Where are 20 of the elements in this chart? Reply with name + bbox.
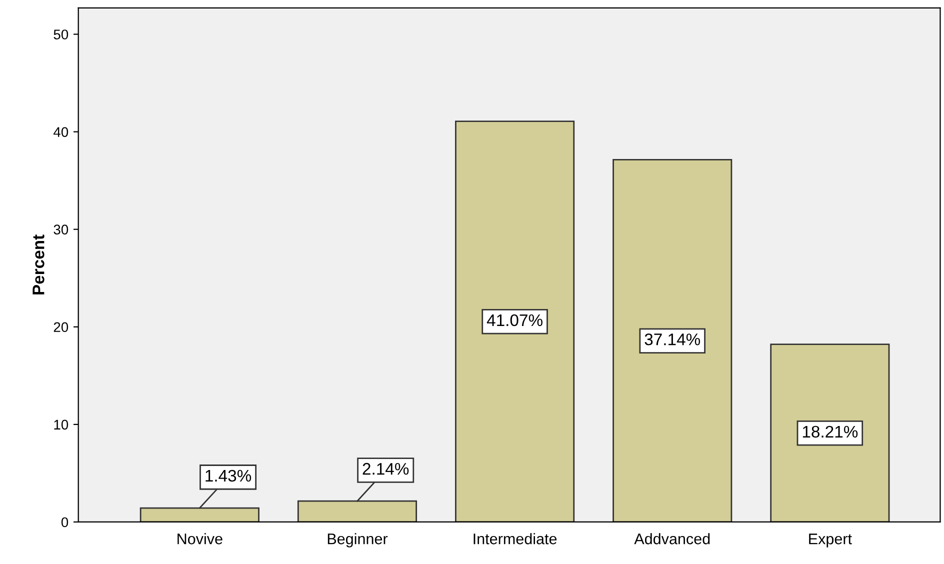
data-label: 41.07% <box>486 314 542 326</box>
data-label: 1.43% <box>206 470 252 482</box>
x-tick-label: Intermediate <box>474 533 557 544</box>
bar <box>455 120 575 522</box>
x-tick-label: Addvanced <box>634 533 710 544</box>
y-tick-label: 10 <box>54 420 68 430</box>
y-tick-label: 20 <box>54 322 68 332</box>
y-tick-label: 0 <box>61 517 68 528</box>
y-tick-label: 50 <box>54 30 68 40</box>
x-tick-label: Beginner <box>328 533 388 548</box>
x-tick-label: Expert <box>809 534 852 548</box>
data-label: 18.21% <box>802 426 858 438</box>
x-tick-label: Novive <box>178 533 222 544</box>
data-label: 2.14% <box>362 462 409 475</box>
y-tick-label: 30 <box>54 224 68 235</box>
bar <box>612 158 732 522</box>
y-axis-title: Percent <box>32 234 44 294</box>
data-label: 37.14% <box>644 334 700 346</box>
bar <box>770 344 890 522</box>
y-tick-label: 40 <box>54 127 68 137</box>
